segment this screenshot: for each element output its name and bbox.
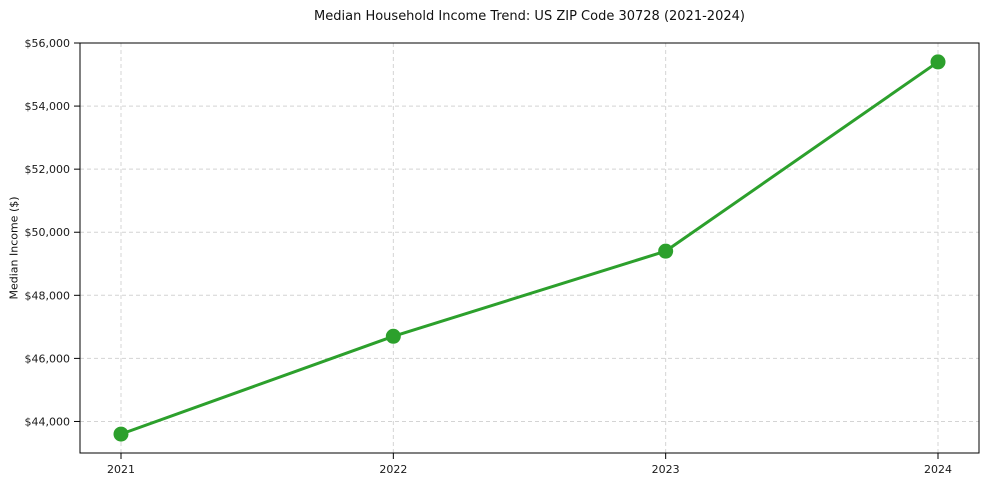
y-tick-label: $50,000	[25, 226, 71, 239]
y-tick-label: $44,000	[25, 415, 71, 428]
data-point-2023	[658, 243, 674, 259]
chart-title: Median Household Income Trend: US ZIP Co…	[314, 9, 745, 24]
data-point-2022	[385, 328, 401, 344]
y-tick-label: $46,000	[25, 352, 71, 365]
x-tick-label: 2023	[652, 463, 680, 476]
x-tick-label: 2024	[924, 463, 952, 476]
y-tick-label: $54,000	[25, 100, 71, 113]
y-tick-label: $52,000	[25, 163, 71, 176]
y-axis-label: Median Income ($)	[7, 196, 21, 300]
x-tick-label: 2022	[379, 463, 407, 476]
data-point-2021	[113, 426, 129, 442]
income-line	[119, 60, 940, 436]
y-tick-label: $48,000	[25, 289, 71, 302]
data-point-2024	[930, 54, 946, 70]
x-tick-label: 2021	[107, 463, 135, 476]
y-tick-label: $56,000	[25, 37, 71, 50]
plot-frame	[79, 42, 980, 454]
